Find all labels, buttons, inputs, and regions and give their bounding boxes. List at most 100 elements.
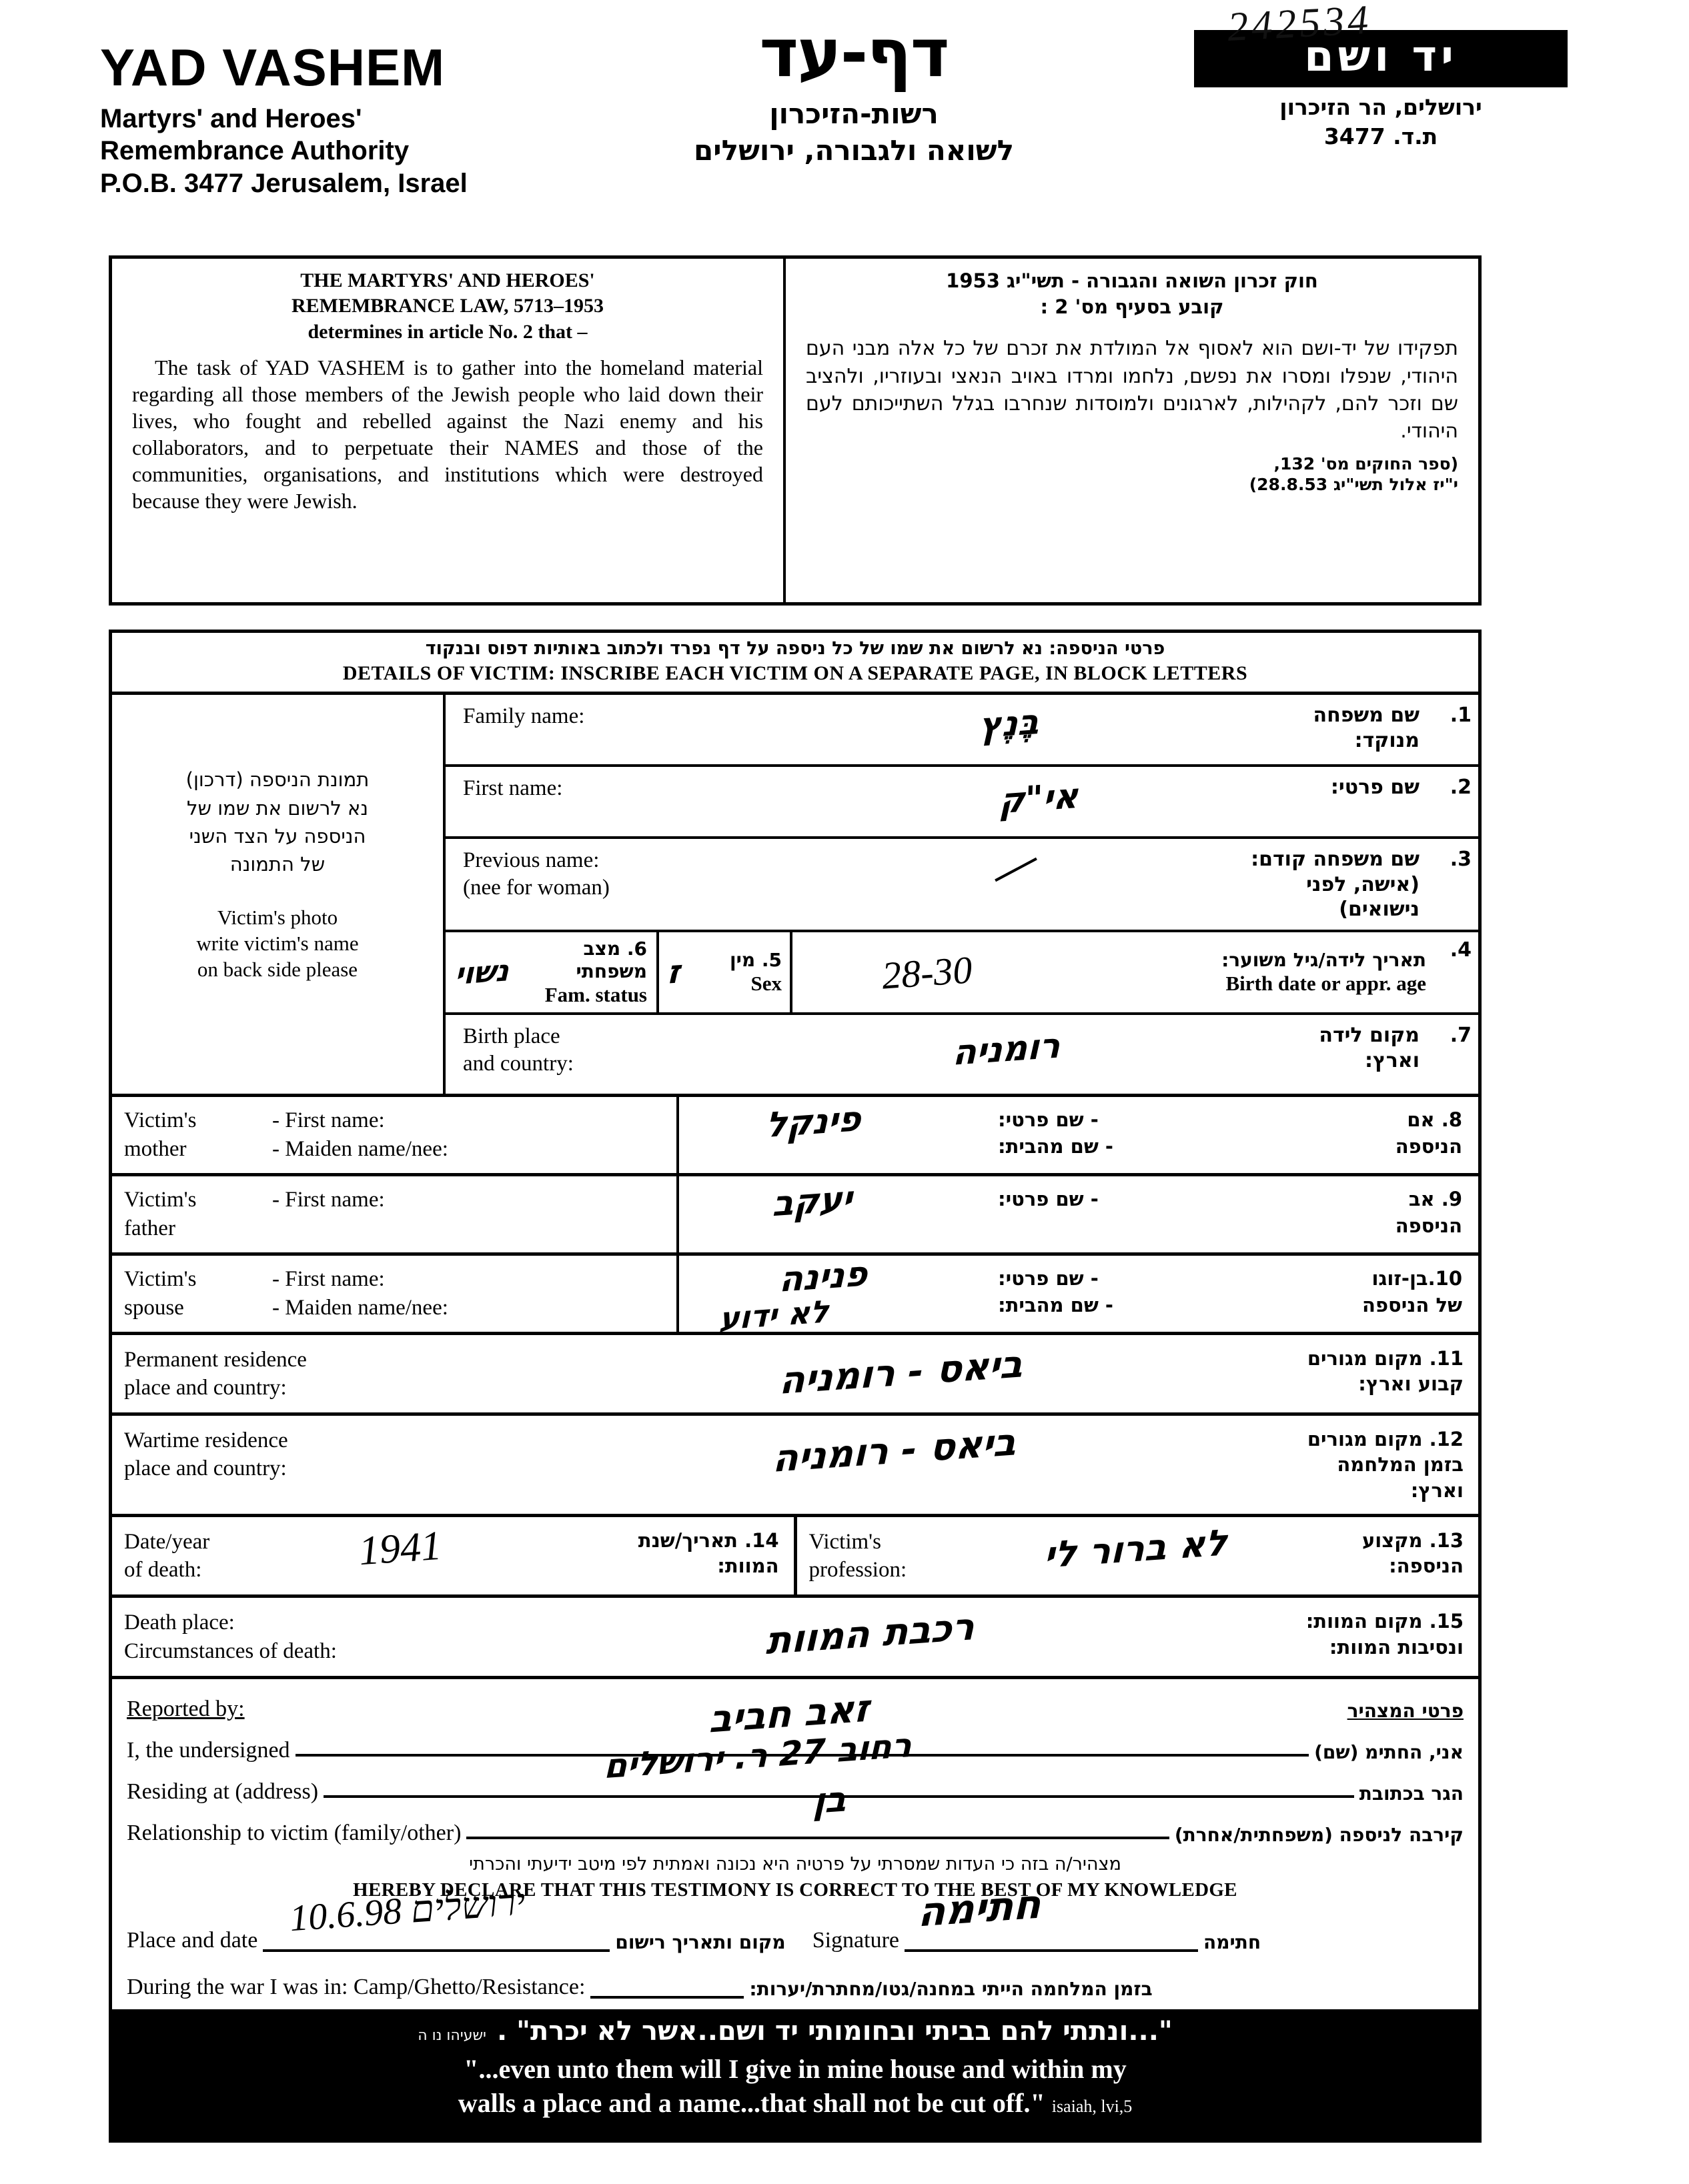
father-sub-label-first-name: - First name:	[272, 1188, 385, 1212]
death-place-value-cell[interactable]: רכבת המוות	[699, 1598, 1278, 1675]
photo-instructions-english: Victim's photo write victim's name on ba…	[124, 904, 431, 982]
law-english-title-line-3: determines in article No. 2 that –	[308, 320, 588, 343]
photo-hebrew-line-2: נא לרשום את שמו של	[186, 796, 369, 820]
names-and-photo-section: תמונת הניספה (דרכון) נא לרשום את שמו של …	[112, 695, 1478, 1098]
declaration-hebrew: מצהיר/ה בזה כי העדות שמסרתי על פרטיה היא…	[469, 1853, 1121, 1875]
profession-value-cell[interactable]: לא ברור לי	[964, 1517, 1325, 1594]
reported-by-title-row: Reported by: פרטי המצהיר	[127, 1686, 1464, 1722]
law-hebrew-citation: (ספר החוקים מס' 132, י"יז אלול תשי"יג 28…	[806, 453, 1458, 495]
photo-hebrew-line-3: הניספה על הצד השני	[189, 825, 366, 848]
mother-sub-label-he-first-name: - שם פרטי:	[998, 1108, 1099, 1132]
birth-place-label-he: מקום לידה וארץ:	[1215, 1015, 1436, 1094]
father-owner-label-line-2: father	[124, 1216, 175, 1240]
signature-input[interactable]: חתימה	[905, 1881, 1198, 1953]
declaration-block: מצהיר/ה בזה כי העדות שמסרתי על פרטיה היא…	[112, 1850, 1478, 1901]
wartime-residence-handwritten-value: ביאס - רומניה	[772, 1420, 1017, 1482]
previous-name-label-he-line-1: שם משפחה קודם:	[1251, 848, 1420, 872]
quote-english-line-1: "...even unto them will I give in mine h…	[464, 2054, 1127, 2084]
reported-by-title-he: פרטי המצהיר	[1347, 1699, 1464, 1722]
fam-status-handwritten-value: נשוי	[454, 953, 510, 992]
first-name-label-en: First name:	[463, 776, 563, 801]
profession-label-he-line-1: 13. מקצוע	[1361, 1528, 1464, 1552]
permanent-residence-label-en: Permanent residence place and country:	[112, 1335, 699, 1412]
sex-cell[interactable]: ז 5. מין Sex	[659, 932, 792, 1013]
profession-label-en-line-2: profession:	[808, 1558, 907, 1582]
permanent-residence-value-cell[interactable]: ביאס - רומניה	[699, 1335, 1278, 1412]
father-value-cell[interactable]: יעקב	[679, 1176, 991, 1252]
first-name-value-cell[interactable]: אי"ק	[859, 767, 1215, 836]
spouse-owner-label-line-2: spouse	[124, 1295, 184, 1320]
spouse-owner-label-en: Victim's spouse	[112, 1256, 265, 1332]
undersigned-input[interactable]: זאב חביב	[295, 1687, 1309, 1757]
birth-place-value-cell[interactable]: רומניה	[859, 1015, 1215, 1094]
previous-name-label-en-line-2: (nee for woman)	[463, 875, 610, 900]
permanent-residence-label-en-line-1: Permanent residence	[124, 1347, 307, 1372]
fam-status-label-he: 6. מצב משפחתי	[576, 937, 647, 982]
reporter-fields: Reported by: פרטי המצהיר I, the undersig…	[112, 1679, 1478, 1850]
permanent-residence-label-he-line-2: קבוע וארץ:	[1358, 1372, 1464, 1395]
birth-date-handwritten-value: 28-30	[880, 947, 974, 998]
mother-owner-label-en: Victim's mother	[112, 1097, 265, 1173]
during-war-label-en: During the war I was in: Camp/Ghetto/Res…	[127, 1975, 586, 2000]
previous-name-value-cell[interactable]	[859, 839, 1215, 930]
declaration-english: HEREBY DECLARE THAT THIS TESTIMONY IS CO…	[353, 1879, 1237, 1901]
father-owner-label-he: 9. אב הניספה	[1311, 1176, 1478, 1252]
birth-date-label-en: Birth date or appr. age	[1225, 972, 1426, 996]
death-date-value-cell[interactable]: 1941	[312, 1517, 627, 1594]
quote-hebrew-source: ישעיהו נו ה	[418, 2027, 486, 2044]
previous-name-label-he: שם משפחה קודם: (אישה, לפני נישואים)	[1215, 839, 1436, 930]
law-hebrew-citation-line-1: (ספר החוקים מס' 132,	[1273, 453, 1458, 473]
place-date-label-en: Place and date	[127, 1928, 258, 1953]
photo-english-line-1: Victim's photo	[217, 905, 338, 929]
profession-half: Victim's profession: לא ברור לי 13. מקצו…	[797, 1517, 1479, 1594]
isaiah-quote-banner: "...ונתתי להם בביתי ובחומותי יד ושם..אשר…	[109, 2009, 1482, 2143]
logo-block: יד ושם ירושלים, הר הזיכרון ת.ד. 3477	[1194, 30, 1568, 151]
field-row-mother: Victim's mother - First name: - Maiden n…	[112, 1097, 1478, 1177]
mother-owner-label-he-line-1: 8. אם	[1407, 1108, 1462, 1132]
law-english-title-line-1: THE MARTYRS' AND HEROES'	[300, 269, 595, 291]
address-label-en: Residing at (address)	[127, 1779, 319, 1804]
photo-english-line-2: write victim's name	[196, 931, 359, 955]
death-place-label-en: Death place: Circumstances of death:	[112, 1598, 699, 1675]
birth-date-cell[interactable]: 28-30 תאריך לידה/גיל משוער: Birth date o…	[792, 932, 1436, 1012]
spouse-maiden-name-handwritten-value: לא ידוע	[718, 1293, 830, 1337]
wartime-residence-label-en-line-2: place and country:	[124, 1456, 287, 1481]
fam-status-cell[interactable]: נשוי 6. מצב משפחתי Fam. status	[446, 932, 659, 1013]
address-label-he: הגר בכתובת	[1359, 1782, 1464, 1805]
death-date-label-en-line-2: of death:	[124, 1558, 202, 1582]
quote-english-source: isaiah, lvi,5	[1051, 2097, 1133, 2117]
previous-name-number: 3.	[1450, 848, 1472, 872]
organization-subtitle-line-1: Martyrs' and Heroes'	[100, 103, 362, 133]
death-date-half: Date/year of death: 1941 14. תאריך/שנת ה…	[112, 1516, 797, 1595]
remembrance-law-box: THE MARTYRS' AND HEROES' REMEMBRANCE LAW…	[109, 255, 1482, 606]
family-name-number: 1.	[1450, 704, 1472, 728]
name-fields-column: Family name: בֶּנֶץ שם משפחה מנוקד: 1. F…	[446, 695, 1478, 1094]
wartime-residence-label-he-line-1: 12. מקום מגורים	[1307, 1428, 1464, 1451]
field-row-permanent-residence: Permanent residence place and country: ב…	[112, 1335, 1478, 1416]
during-war-input[interactable]	[590, 1967, 744, 1999]
first-name-number: 2.	[1450, 776, 1472, 800]
birth-place-label-he-line-2: וארץ:	[1364, 1048, 1420, 1072]
place-date-input[interactable]: 10.6.98 ירושלים	[263, 1882, 610, 1953]
signature-handwritten-value: חתימה	[917, 1881, 1042, 1937]
family-name-value-cell[interactable]: בֶּנֶץ	[859, 695, 1215, 764]
fam-status-label-en: Fam. status	[544, 983, 647, 1007]
death-date-label-he-line-2: המוות:	[717, 1554, 779, 1578]
spouse-value-cell[interactable]: פנינה לא ידוע	[679, 1254, 991, 1337]
relationship-label-en: Relationship to victim (family/other)	[127, 1820, 462, 1845]
mother-value-cell[interactable]: פינקל	[679, 1097, 991, 1173]
relationship-input[interactable]: בן	[466, 1779, 1169, 1839]
previous-name-label-he-line-2: (אישה, לפני נישואים)	[1306, 872, 1420, 921]
family-name-label-en: Family name:	[463, 704, 585, 729]
death-date-handwritten-value: 1941	[357, 1522, 444, 1574]
signature-label-he: חתימה	[1203, 1931, 1261, 1954]
address-input[interactable]: רחוב 27 ר. ירושלים	[324, 1726, 1354, 1798]
father-owner-label-en: Victim's father	[112, 1176, 265, 1252]
death-place-label-he-line-2: ונסיבות המוות:	[1329, 1635, 1464, 1659]
spouse-sub-labels-he: - שם פרטי: - שם מהבית:	[991, 1256, 1311, 1332]
mother-owner-label-line-2: mother	[124, 1137, 187, 1162]
field-row-birthdate-sex-status: נשוי 6. מצב משפחתי Fam. status ז 5. מין …	[446, 932, 1478, 1016]
mother-owner-label-he-line-2: הניספה	[1395, 1135, 1462, 1158]
wartime-residence-value-cell[interactable]: ביאס - רומניה	[699, 1416, 1278, 1514]
